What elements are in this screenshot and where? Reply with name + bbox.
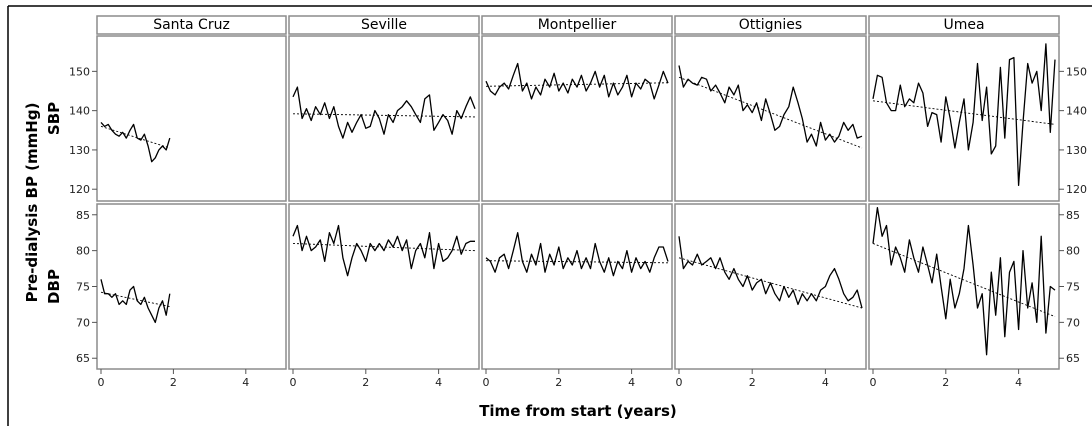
x-axis-title: Time from start (years): [479, 402, 677, 420]
strip-santa-cruz: [96, 15, 287, 35]
trend-line-santa-cruz-sbp: [100, 125, 170, 149]
x-tick-label-ottignies-2: 2: [749, 376, 756, 389]
y-tick-label-left-sbp-140: 140: [69, 105, 90, 118]
x-tick-label-umea-2: 2: [942, 376, 949, 389]
x-tick-label-santa-cruz-2: 2: [170, 376, 177, 389]
series-line-umea-dbp: [872, 206, 1056, 356]
strip-ottignies: [674, 15, 867, 35]
x-tick-label-santa-cruz-4: 4: [242, 376, 249, 389]
trend-line-ottignies-sbp: [678, 76, 863, 149]
x-tick-label-montpellier-4: 4: [628, 376, 635, 389]
y-tick-label-right-dbp-80: 80: [1066, 245, 1080, 258]
strip-seville: [288, 15, 480, 35]
series-line-umea-sbp: [872, 43, 1056, 186]
strip-label-ottignies: Ottignies: [739, 17, 802, 33]
x-tick-label-santa-cruz-0: 0: [98, 376, 105, 389]
y-tick-label-left-dbp-75: 75: [76, 281, 90, 294]
x-tick-label-seville-0: 0: [290, 376, 297, 389]
panel-ottignies-dbp: [674, 203, 867, 370]
x-tick-label-seville-4: 4: [435, 376, 442, 389]
series-line-santa-cruz-sbp: [100, 121, 171, 163]
y-tick-label-left-dbp-65: 65: [76, 352, 90, 365]
panel-seville-sbp: [288, 35, 480, 202]
y-tick-label-left-dbp-70: 70: [76, 316, 90, 329]
y-tick-label-left-dbp-85: 85: [76, 209, 90, 222]
y-tick-label-right-dbp-75: 75: [1066, 281, 1080, 294]
series-line-seville-dbp: [292, 224, 475, 277]
x-tick-label-seville-2: 2: [362, 376, 369, 389]
y-tick-label-right-dbp-85: 85: [1066, 209, 1080, 222]
x-tick-label-montpellier-2: 2: [555, 376, 562, 389]
row-label-sbp: SBP: [45, 102, 63, 135]
strip-umea: [868, 15, 1060, 35]
series-line-santa-cruz-dbp: [100, 279, 171, 324]
strip-label-umea: Umea: [943, 17, 984, 33]
y-axis-title: Pre-dialysis BP (mmHg): [23, 103, 41, 303]
y-tick-label-left-dbp-80: 80: [76, 245, 90, 258]
y-tick-label-right-dbp-70: 70: [1066, 316, 1080, 329]
panel-santa-cruz-dbp: [96, 203, 287, 370]
panel-umea-sbp: [868, 35, 1060, 202]
panel-montpellier-sbp: [481, 35, 673, 202]
strip-label-santa-cruz: Santa Cruz: [153, 17, 230, 33]
strip-montpellier: [481, 15, 673, 35]
series-line-ottignies-dbp: [678, 236, 863, 309]
trend-line-umea-sbp: [872, 100, 1056, 125]
x-tick-label-ottignies-4: 4: [822, 376, 829, 389]
y-tick-label-left-sbp-150: 150: [69, 65, 90, 78]
series-line-ottignies-sbp: [678, 65, 863, 147]
y-tick-label-right-sbp-120: 120: [1066, 183, 1087, 196]
series-line-montpellier-dbp: [485, 232, 669, 277]
panel-umea-dbp: [868, 203, 1060, 370]
strip-label-montpellier: Montpellier: [538, 17, 617, 33]
row-label-dbp: DBP: [45, 269, 63, 304]
x-tick-label-ottignies-0: 0: [676, 376, 683, 389]
y-tick-label-right-sbp-130: 130: [1066, 144, 1087, 157]
y-tick-label-right-sbp-140: 140: [1066, 105, 1087, 118]
panel-seville-dbp: [288, 203, 480, 370]
y-tick-label-right-dbp-65: 65: [1066, 352, 1080, 365]
y-tick-label-right-sbp-150: 150: [1066, 65, 1087, 78]
x-tick-label-umea-4: 4: [1015, 376, 1022, 389]
x-tick-label-montpellier-0: 0: [483, 376, 490, 389]
y-tick-label-left-sbp-130: 130: [69, 144, 90, 157]
strip-label-seville: Seville: [361, 17, 407, 33]
panel-santa-cruz-sbp: [96, 35, 287, 202]
series-line-montpellier-sbp: [485, 62, 669, 100]
panel-montpellier-dbp: [481, 203, 673, 370]
trend-line-umea-dbp: [872, 243, 1056, 318]
y-tick-label-left-sbp-120: 120: [69, 183, 90, 196]
x-tick-label-umea-0: 0: [870, 376, 877, 389]
series-line-seville-sbp: [292, 86, 476, 139]
panel-ottignies-sbp: [674, 35, 867, 202]
